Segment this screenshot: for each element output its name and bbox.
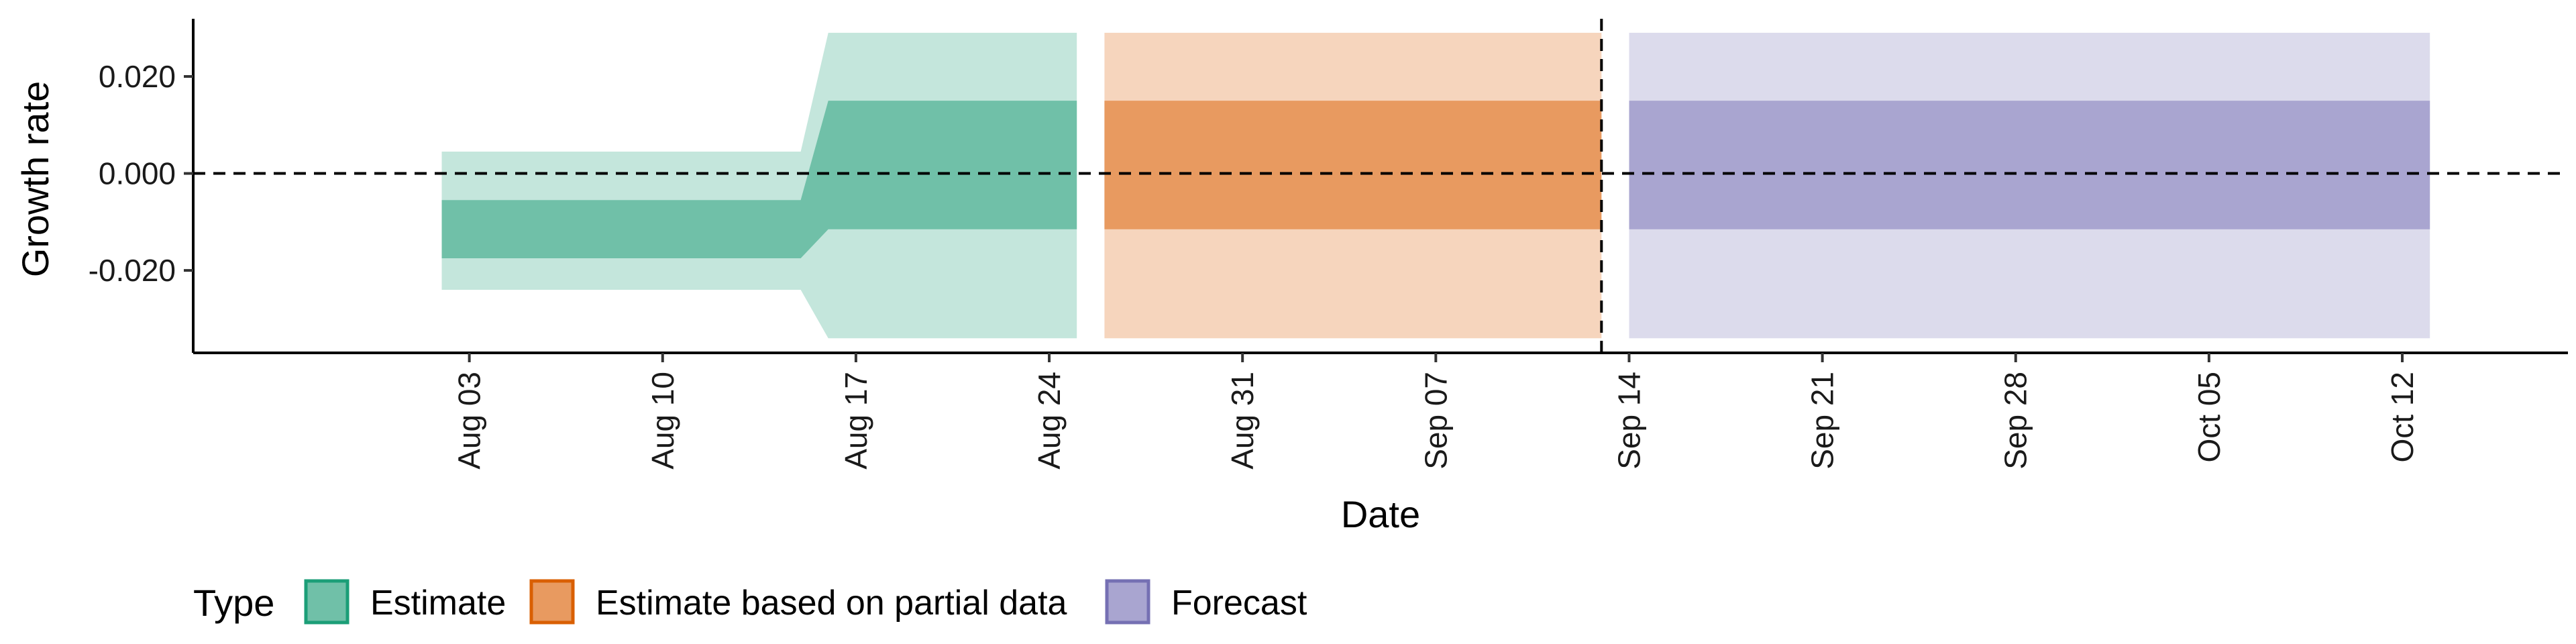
y-tick-label: 0.020 bbox=[99, 59, 176, 94]
x-tick-label: Aug 17 bbox=[839, 372, 873, 470]
x-tick-label: Aug 03 bbox=[452, 372, 487, 470]
x-tick-label: Aug 24 bbox=[1032, 372, 1067, 470]
legend: Type Estimate Estimate based on partial d… bbox=[193, 579, 1307, 625]
x-axis-title: Date bbox=[1341, 493, 1420, 535]
axes bbox=[192, 19, 2568, 354]
y-tick-label: 0.000 bbox=[99, 156, 176, 191]
reference-lines bbox=[193, 19, 2568, 353]
legend-key-estimate-based-on-partial-data bbox=[529, 579, 575, 625]
inner-band-forecast bbox=[1629, 101, 2430, 229]
x-tick-label: Oct 05 bbox=[2192, 372, 2226, 463]
legend-key-estimate bbox=[304, 579, 350, 625]
y-tick-label: -0.020 bbox=[89, 253, 176, 288]
x-axis-ticks: Aug 03 Aug 10 Aug 17 Aug 24 Aug 31 Sep 07 Sep … bbox=[452, 353, 2420, 470]
legend-key-forecast bbox=[1105, 579, 1150, 625]
inner-band-estimate-based-on-partial-data bbox=[1104, 101, 1602, 229]
x-tick-label: Sep 21 bbox=[1805, 372, 1840, 470]
legend-label-estimate: Estimate bbox=[370, 584, 506, 623]
y-axis-title: Growth rate bbox=[14, 81, 56, 278]
legend-label-estimate-based-on-partial-data: Estimate based on partial data bbox=[596, 584, 1067, 623]
x-tick-label: Oct 12 bbox=[2385, 372, 2420, 463]
x-tick-label: Sep 14 bbox=[1611, 372, 1646, 470]
x-tick-label: Aug 10 bbox=[645, 372, 680, 470]
inner-band-estimate bbox=[441, 101, 1077, 258]
x-tick-label: Aug 31 bbox=[1225, 372, 1260, 470]
ribbon-layer bbox=[441, 32, 2430, 339]
x-tick-label: Sep 28 bbox=[1998, 372, 2033, 470]
legend-title: Type bbox=[193, 582, 274, 624]
y-axis-ticks: -0.020 0.000 0.020 bbox=[89, 59, 193, 288]
legend-label-forecast: Forecast bbox=[1171, 584, 1307, 623]
x-tick-label: Sep 07 bbox=[1418, 372, 1453, 470]
